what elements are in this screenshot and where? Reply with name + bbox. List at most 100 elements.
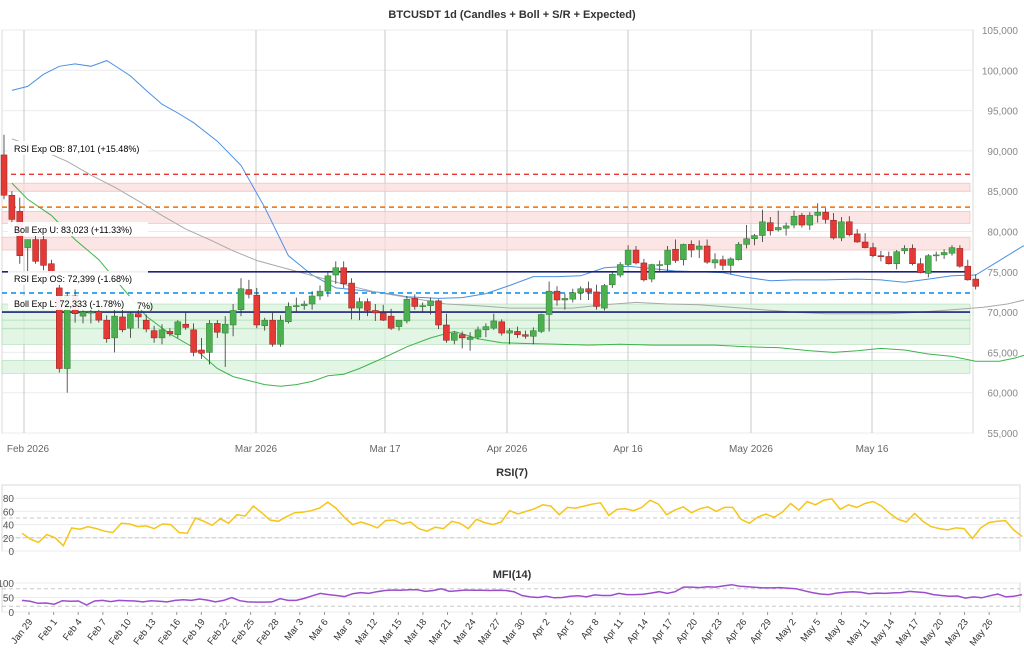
price-x-tick-label: Apr 2026 bbox=[487, 444, 528, 455]
candle-body bbox=[182, 323, 189, 328]
candle-body bbox=[8, 194, 16, 220]
expected-label-bg bbox=[8, 271, 148, 285]
candle-body bbox=[940, 252, 948, 256]
candle-body bbox=[190, 329, 197, 353]
price-x-tick-label: Feb 2026 bbox=[7, 444, 50, 455]
candle-body bbox=[672, 248, 679, 261]
rsi-panel: 0 20 40 60 80 bbox=[1, 484, 1023, 558]
resistance-zone bbox=[1, 211, 971, 224]
candle-body bbox=[703, 245, 711, 263]
candle-body bbox=[601, 285, 608, 309]
candle-body bbox=[640, 262, 648, 281]
candle-body bbox=[150, 330, 158, 339]
expected-label-overflow: 7%) bbox=[137, 301, 153, 311]
candle-body bbox=[782, 225, 790, 229]
candle-body bbox=[514, 331, 521, 335]
candle-body bbox=[759, 221, 766, 236]
candle-body bbox=[32, 239, 39, 262]
x-tick-label: Mar 15 bbox=[378, 617, 405, 647]
x-tick-label: Mar 30 bbox=[501, 617, 528, 647]
resistance-zone bbox=[1, 182, 971, 192]
sr-lines bbox=[2, 270, 970, 313]
candle-body bbox=[790, 215, 798, 226]
expected-label: RSI Exp OB: 87,101 (+15.48%) bbox=[14, 144, 139, 154]
x-tick-label: Apr 17 bbox=[650, 617, 676, 646]
price-y-tick-label: 85,000 bbox=[987, 187, 1018, 198]
x-tick-label: Feb 10 bbox=[107, 617, 134, 647]
bollinger-bands bbox=[11, 60, 1024, 387]
expected-labels: RSI Exp OB: 87,101 (+15.48%) Boll Exp U: … bbox=[8, 141, 153, 311]
candle-body bbox=[838, 221, 845, 239]
candle-body bbox=[158, 329, 166, 339]
x-tick-label: May 2 bbox=[774, 617, 799, 644]
indicator-y-tick-label: 50 bbox=[3, 594, 15, 605]
candle-body bbox=[466, 336, 474, 340]
candle-body bbox=[688, 244, 695, 251]
candle-body bbox=[751, 235, 758, 240]
candle-body bbox=[237, 288, 245, 310]
candle-body bbox=[901, 248, 908, 252]
price-x-tick-label: Apr 16 bbox=[613, 444, 643, 455]
expected-label-bg bbox=[8, 222, 148, 236]
candle-body bbox=[830, 219, 837, 239]
candle-body bbox=[774, 227, 782, 231]
candle-body bbox=[40, 239, 47, 266]
indicator-line bbox=[21, 583, 1023, 606]
candle-body bbox=[135, 313, 142, 318]
x-tick-label: Mar 18 bbox=[402, 617, 429, 647]
candle-body bbox=[316, 290, 324, 297]
candle-body bbox=[387, 315, 395, 329]
x-tick-label: Mar 24 bbox=[452, 617, 479, 647]
expected-label: RSI Exp OS: 72,399 (-1.68%) bbox=[14, 274, 132, 284]
candle-body bbox=[869, 247, 877, 256]
candle-body bbox=[206, 323, 213, 353]
x-tick-label: Apr 29 bbox=[748, 617, 774, 646]
candle-body bbox=[719, 259, 727, 266]
x-tick-label: May 20 bbox=[918, 617, 946, 648]
price-y-tick-label: 100,000 bbox=[982, 66, 1019, 77]
candle-body bbox=[822, 211, 829, 220]
candle-body bbox=[948, 247, 956, 254]
candle-body bbox=[593, 291, 600, 307]
x-tick-label: Mar 12 bbox=[353, 617, 380, 647]
candle-body bbox=[735, 244, 742, 260]
x-tick-label: Feb 16 bbox=[156, 617, 183, 647]
candle-body bbox=[506, 330, 513, 334]
indicator-plot-area bbox=[1, 484, 1021, 552]
candle-body bbox=[443, 324, 450, 341]
resistance-zone bbox=[1, 236, 971, 251]
candle-body bbox=[451, 332, 458, 341]
price-x-axis: Feb 2026 Mar 2026 Mar 17 Apr 2026 Apr 16 May … bbox=[7, 444, 889, 455]
mfi-chart-title: MFI(14) bbox=[493, 569, 532, 581]
x-tick-label: Apr 14 bbox=[625, 617, 651, 646]
price-y-tick-label: 70,000 bbox=[987, 308, 1018, 319]
candle-body bbox=[332, 267, 340, 276]
candle-body bbox=[419, 305, 426, 307]
candle-body bbox=[63, 295, 71, 369]
candle-body bbox=[490, 320, 498, 329]
x-tick-label: Feb 13 bbox=[132, 617, 159, 647]
x-tick-label: Mar 3 bbox=[283, 617, 307, 643]
candle-body bbox=[348, 282, 355, 309]
candle-body bbox=[861, 241, 869, 248]
expected-label: Boll Exp U: 83,023 (+11.33%) bbox=[14, 225, 132, 235]
x-tick-label: Mar 21 bbox=[427, 617, 454, 647]
indicator-y-tick-label: 20 bbox=[3, 534, 15, 545]
candle-body bbox=[0, 154, 8, 196]
candle-body bbox=[277, 319, 284, 345]
x-tick-label: Mar 9 bbox=[332, 617, 356, 643]
x-tick-label: Apr 8 bbox=[579, 617, 602, 642]
indicator-y-tick-label: 60 bbox=[3, 507, 15, 518]
price-x-tick-label: May 16 bbox=[856, 444, 889, 455]
candle-body bbox=[956, 248, 964, 267]
candle-body bbox=[340, 267, 347, 285]
candle-body bbox=[893, 251, 900, 264]
expected-label-bg bbox=[8, 296, 148, 310]
price-x-tick-label: May 2026 bbox=[729, 444, 773, 455]
boll-lower-line bbox=[11, 182, 1024, 387]
candle-body bbox=[695, 245, 703, 250]
x-tick-label: Apr 23 bbox=[699, 617, 725, 646]
candle-body bbox=[79, 311, 87, 317]
candle-body bbox=[680, 244, 687, 260]
candle-body bbox=[364, 301, 371, 311]
